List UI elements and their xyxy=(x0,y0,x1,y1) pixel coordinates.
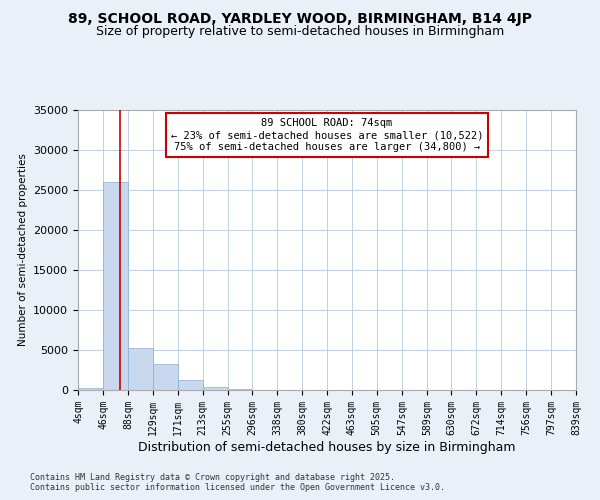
X-axis label: Distribution of semi-detached houses by size in Birmingham: Distribution of semi-detached houses by … xyxy=(138,440,516,454)
Bar xyxy=(128,348,152,390)
Bar xyxy=(227,389,252,390)
Bar xyxy=(78,388,103,390)
Text: 89, SCHOOL ROAD, YARDLEY WOOD, BIRMINGHAM, B14 4JP: 89, SCHOOL ROAD, YARDLEY WOOD, BIRMINGHA… xyxy=(68,12,532,26)
Text: 89 SCHOOL ROAD: 74sqm
← 23% of semi-detached houses are smaller (10,522)
75% of : 89 SCHOOL ROAD: 74sqm ← 23% of semi-deta… xyxy=(171,118,483,152)
Text: Contains public sector information licensed under the Open Government Licence v3: Contains public sector information licen… xyxy=(30,484,445,492)
Y-axis label: Number of semi-detached properties: Number of semi-detached properties xyxy=(17,154,28,346)
Text: Size of property relative to semi-detached houses in Birmingham: Size of property relative to semi-detach… xyxy=(96,25,504,38)
Bar xyxy=(152,364,178,390)
Bar xyxy=(203,387,227,390)
Bar xyxy=(103,182,128,390)
Text: Contains HM Land Registry data © Crown copyright and database right 2025.: Contains HM Land Registry data © Crown c… xyxy=(30,474,395,482)
Bar xyxy=(178,380,203,390)
